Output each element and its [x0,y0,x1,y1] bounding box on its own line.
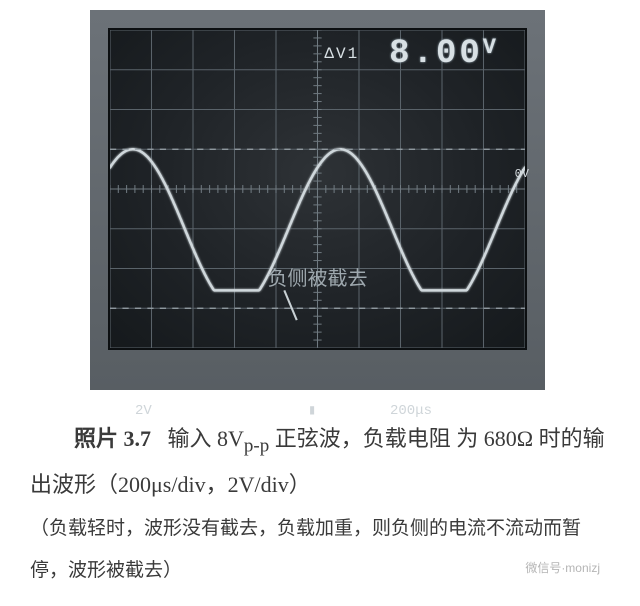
caption-part-1b: 正弦波，负载电阻 [269,426,451,451]
caption-part-3: （负载轻时，波形没有截去，负载加重，则负侧的电流不流动而暂停，波形被截去） [30,518,581,581]
watermark: 微信号·monizj [525,559,600,576]
readout-value: 8.00V [389,35,499,73]
oscilloscope-screen: ΔV1 8.00V 0V 负侧被截去 [108,28,527,350]
delta-v-readout: ΔV1 8.00V [324,35,499,73]
caption-part-1: 输入 8V [168,426,244,451]
oscilloscope-plate: ΔV1 8.00V 0V 负侧被截去 2V ▮ 200μs [90,10,545,390]
trigger-glyph: ▮ [308,404,316,418]
figure-caption: 照片 3.7 输入 8Vp-p 正弦波，负载电阻 为 680Ω 时的输出波形（2… [30,418,610,590]
readout-label: ΔV1 [324,45,359,63]
overlay-layer [110,30,525,348]
figure-number: 照片 3.7 [74,426,151,451]
clip-annotation: 负侧被截去 [110,262,525,291]
caption-subscript: p-p [244,435,269,456]
time-per-div-label: 200μs [390,404,432,418]
zero-volt-marker: 0V [515,168,529,180]
volts-per-div-label: 2V [135,404,152,418]
